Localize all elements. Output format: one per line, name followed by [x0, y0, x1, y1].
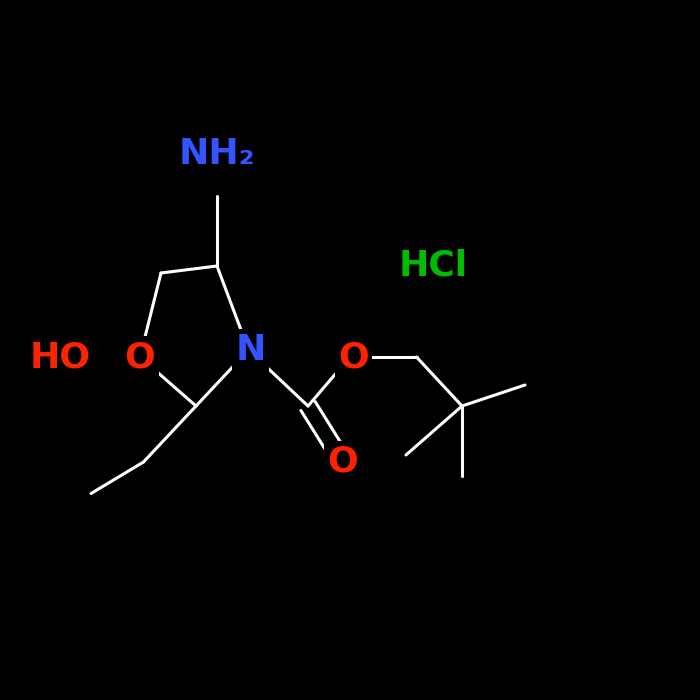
Text: NH₂: NH₂: [178, 137, 256, 171]
Text: O: O: [125, 340, 155, 374]
Text: N: N: [235, 333, 266, 367]
Text: HO: HO: [30, 340, 91, 374]
Text: HCl: HCl: [399, 249, 468, 283]
Text: O: O: [328, 445, 358, 479]
Text: O: O: [338, 340, 369, 374]
